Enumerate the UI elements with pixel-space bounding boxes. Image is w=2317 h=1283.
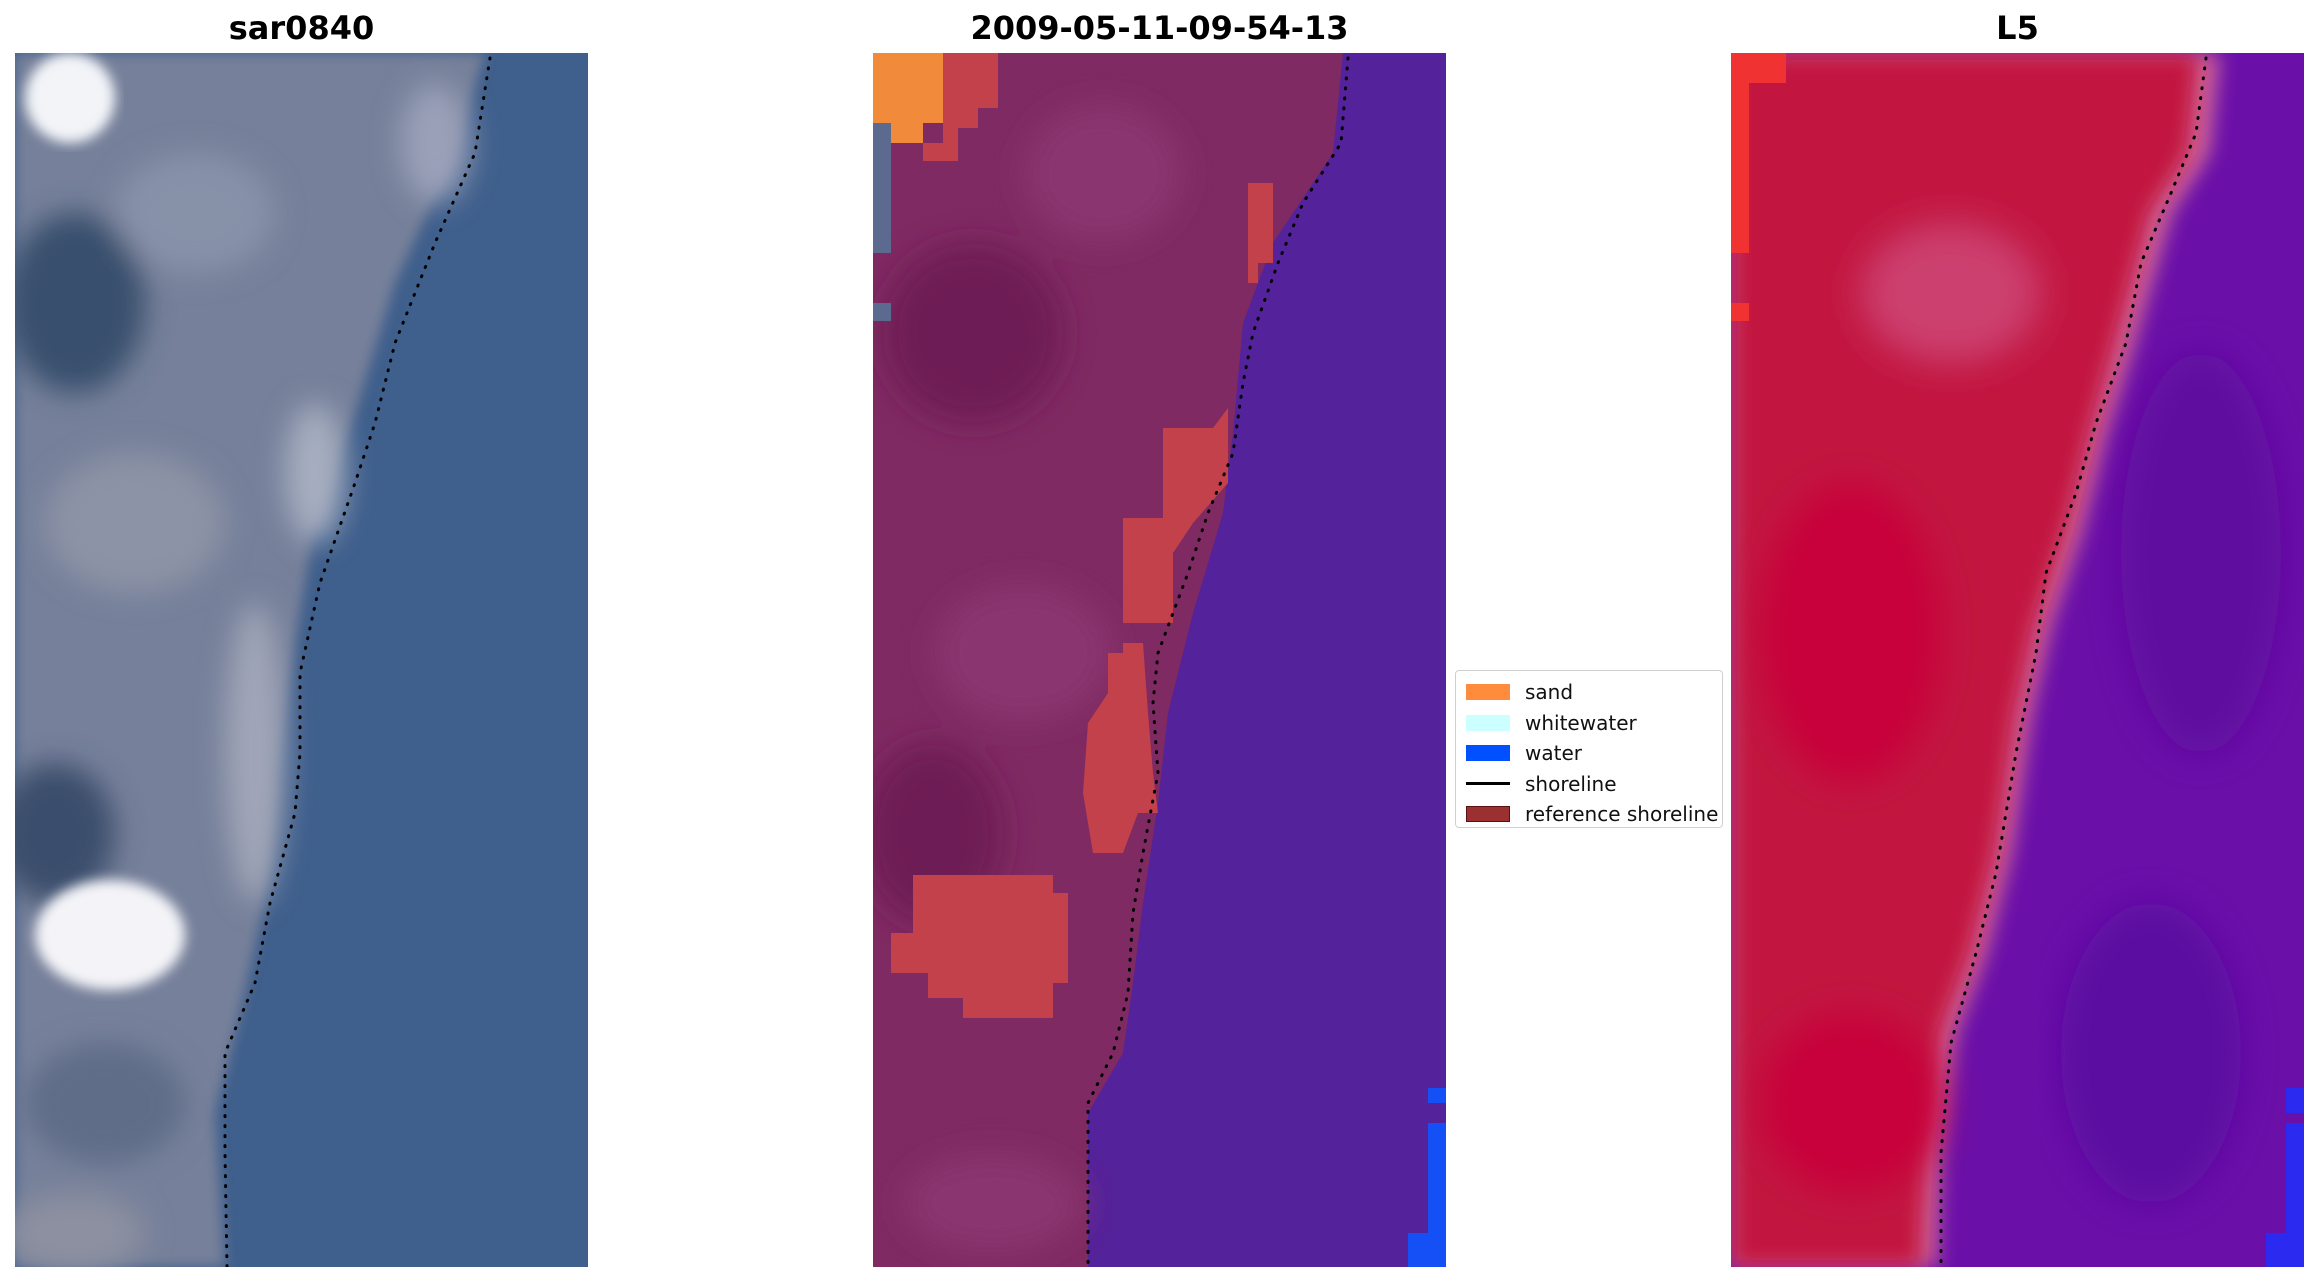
rgb-image bbox=[15, 53, 588, 1267]
grey-pixel bbox=[873, 303, 891, 321]
legend-label: shoreline bbox=[1525, 771, 1617, 796]
legend-label: whitewater bbox=[1525, 710, 1637, 735]
sand-swatch bbox=[1466, 684, 1510, 701]
classified-image-panel bbox=[873, 53, 1446, 1267]
index-bright-pixels bbox=[1731, 53, 1786, 321]
legend-item-reference-shoreline: reference shoreline bbox=[1466, 799, 1718, 830]
legend: sand whitewater water shoreline referenc… bbox=[1455, 670, 1723, 828]
rgb-bright-patch-top bbox=[25, 53, 115, 143]
index-land-area bbox=[1731, 53, 2199, 1267]
shoreline-band-1 bbox=[1248, 183, 1273, 283]
legend-item-sand: sand bbox=[1466, 677, 1712, 708]
water-edge-pixels bbox=[1408, 1088, 1446, 1267]
index-land-texture bbox=[1761, 223, 2041, 1193]
rgb-bright-patch bbox=[35, 880, 185, 990]
index-image bbox=[1731, 53, 2304, 1267]
shoreline-band-2 bbox=[1123, 408, 1228, 623]
rgb-texture bbox=[15, 83, 470, 1267]
shoreline-band-blob bbox=[891, 875, 1068, 1018]
shoreline-band-3 bbox=[1083, 643, 1158, 853]
panel-title-index: L5 bbox=[1996, 9, 2039, 47]
shoreline-dots bbox=[1939, 56, 2208, 1267]
shoreline-band-top bbox=[923, 53, 998, 161]
land-texture bbox=[873, 103, 1183, 1253]
legend-label: reference shoreline bbox=[1525, 802, 1719, 827]
rgb-image-panel bbox=[15, 53, 588, 1267]
whitewater-swatch bbox=[1466, 714, 1510, 731]
legend-label: sand bbox=[1525, 680, 1574, 705]
shoreline-dots bbox=[223, 56, 492, 1267]
grey-pixel-strip bbox=[873, 123, 891, 253]
classified-image bbox=[873, 53, 1446, 1267]
reference-shoreline-swatch bbox=[1466, 806, 1510, 823]
panel-title-rgb: sar0840 bbox=[228, 9, 375, 47]
index-water-edge-pixels bbox=[2266, 1088, 2304, 1267]
index-image-panel bbox=[1731, 53, 2304, 1267]
shoreline-line-swatch bbox=[1466, 782, 1510, 786]
legend-item-shoreline: shoreline bbox=[1466, 769, 1712, 800]
panel-title-classified: 2009-05-11-09-54-13 bbox=[970, 9, 1349, 47]
water-swatch bbox=[1466, 745, 1510, 762]
legend-label: water bbox=[1525, 741, 1582, 766]
legend-item-whitewater: whitewater bbox=[1466, 708, 1712, 739]
shoreline-dots bbox=[1086, 56, 1350, 1267]
legend-item-water: water bbox=[1466, 738, 1712, 769]
index-water-texture bbox=[2061, 353, 2281, 1203]
sand-patch bbox=[873, 53, 943, 143]
